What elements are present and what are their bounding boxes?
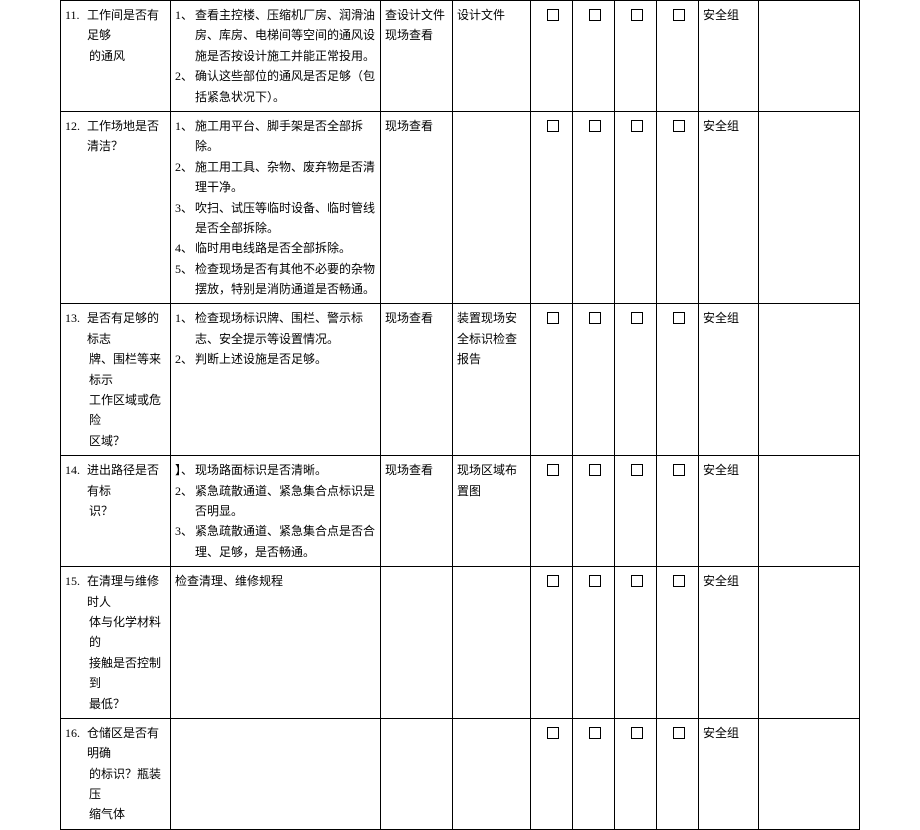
remark-cell bbox=[759, 304, 860, 456]
checkbox-icon[interactable] bbox=[547, 120, 559, 132]
checkbox-cell bbox=[531, 718, 573, 829]
checkbox-icon[interactable] bbox=[673, 9, 685, 21]
checkbox-cell bbox=[657, 1, 699, 112]
checkbox-icon[interactable] bbox=[631, 575, 643, 587]
method-cell: 查设计文件现场查看 bbox=[381, 1, 453, 112]
checkbox-icon[interactable] bbox=[631, 727, 643, 739]
table-body: 11.工作间是否有足够的通风1、查看主控楼、压缩机厂房、润滑油房、库房、电梯间等… bbox=[61, 1, 860, 830]
remark-cell bbox=[759, 567, 860, 719]
checkbox-cell bbox=[615, 111, 657, 304]
method-cell bbox=[381, 718, 453, 829]
responsible-cell: 安全组 bbox=[699, 304, 759, 456]
checkbox-icon[interactable] bbox=[631, 120, 643, 132]
checkbox-icon[interactable] bbox=[673, 575, 685, 587]
reference-cell bbox=[453, 567, 531, 719]
checkbox-icon[interactable] bbox=[547, 464, 559, 476]
checkbox-cell bbox=[573, 304, 615, 456]
checkbox-cell bbox=[615, 304, 657, 456]
method-cell bbox=[381, 567, 453, 719]
checkbox-icon[interactable] bbox=[673, 464, 685, 476]
remark-cell bbox=[759, 1, 860, 112]
checkbox-icon[interactable] bbox=[631, 312, 643, 324]
checkbox-icon[interactable] bbox=[673, 312, 685, 324]
responsible-cell: 安全组 bbox=[699, 718, 759, 829]
checkbox-icon[interactable] bbox=[547, 312, 559, 324]
table-row: 12.工作场地是否清洁？1、施工用平台、脚手架是否全部拆除。2、施工用工具、杂物… bbox=[61, 111, 860, 304]
checkbox-icon[interactable] bbox=[589, 464, 601, 476]
checkbox-cell bbox=[573, 1, 615, 112]
checkbox-icon[interactable] bbox=[589, 9, 601, 21]
checkbox-cell bbox=[573, 567, 615, 719]
checkbox-cell bbox=[573, 718, 615, 829]
checkbox-icon[interactable] bbox=[631, 464, 643, 476]
checkbox-icon[interactable] bbox=[547, 727, 559, 739]
checkbox-icon[interactable] bbox=[547, 9, 559, 21]
checkbox-icon[interactable] bbox=[589, 727, 601, 739]
description-cell: 】、现场路面标识是否清晰。2、紧急疏散通道、紧急集合点标识是否明显。3、紧急疏散… bbox=[171, 456, 381, 567]
method-cell: 现场查看 bbox=[381, 111, 453, 304]
item-title-cell: 15.在清理与维修时人体与化学材料的接触是否控制到最低？ bbox=[61, 567, 171, 719]
description-cell: 1、检查现场标识牌、围栏、警示标志、安全提示等设置情况。2、判断上述设施是否足够… bbox=[171, 304, 381, 456]
inspection-table: 11.工作间是否有足够的通风1、查看主控楼、压缩机厂房、润滑油房、库房、电梯间等… bbox=[60, 0, 860, 830]
description-cell: 1、查看主控楼、压缩机厂房、润滑油房、库房、电梯间等空间的通风设施是否按设计施工… bbox=[171, 1, 381, 112]
checkbox-cell bbox=[657, 111, 699, 304]
table-row: 16.仓储区是否有明确的标识？瓶装压缩气体 安全组 bbox=[61, 718, 860, 829]
checkbox-cell bbox=[615, 456, 657, 567]
checkbox-icon[interactable] bbox=[673, 120, 685, 132]
remark-cell bbox=[759, 456, 860, 567]
description-cell bbox=[171, 718, 381, 829]
method-cell: 现场查看 bbox=[381, 304, 453, 456]
reference-cell: 设计文件 bbox=[453, 1, 531, 112]
table-row: 15.在清理与维修时人体与化学材料的接触是否控制到最低？检查清理、维修规程 安全组 bbox=[61, 567, 860, 719]
remark-cell bbox=[759, 718, 860, 829]
checkbox-cell bbox=[615, 567, 657, 719]
checkbox-cell bbox=[615, 718, 657, 829]
checkbox-cell bbox=[657, 567, 699, 719]
responsible-cell: 安全组 bbox=[699, 1, 759, 112]
description-cell: 检查清理、维修规程 bbox=[171, 567, 381, 719]
checkbox-cell bbox=[531, 111, 573, 304]
item-title-cell: 14.进出路径是否有标识？ bbox=[61, 456, 171, 567]
checkbox-icon[interactable] bbox=[589, 575, 601, 587]
table-row: 11.工作间是否有足够的通风1、查看主控楼、压缩机厂房、润滑油房、库房、电梯间等… bbox=[61, 1, 860, 112]
checkbox-icon[interactable] bbox=[589, 120, 601, 132]
responsible-cell: 安全组 bbox=[699, 111, 759, 304]
checkbox-cell bbox=[531, 304, 573, 456]
item-title-cell: 13.是否有足够的标志牌、围栏等来标示工作区域或危险区域？ bbox=[61, 304, 171, 456]
checkbox-icon[interactable] bbox=[631, 9, 643, 21]
reference-cell bbox=[453, 111, 531, 304]
remark-cell bbox=[759, 111, 860, 304]
checkbox-cell bbox=[657, 718, 699, 829]
checkbox-cell bbox=[573, 111, 615, 304]
table-row: 13.是否有足够的标志牌、围栏等来标示工作区域或危险区域？1、检查现场标识牌、围… bbox=[61, 304, 860, 456]
responsible-cell: 安全组 bbox=[699, 567, 759, 719]
reference-cell: 现场区域布置图 bbox=[453, 456, 531, 567]
item-title-cell: 11.工作间是否有足够的通风 bbox=[61, 1, 171, 112]
responsible-cell: 安全组 bbox=[699, 456, 759, 567]
description-cell: 1、施工用平台、脚手架是否全部拆除。2、施工用工具、杂物、废弃物是否清理干净。3… bbox=[171, 111, 381, 304]
checkbox-cell bbox=[657, 456, 699, 567]
checkbox-cell bbox=[573, 456, 615, 567]
item-title-cell: 12.工作场地是否清洁？ bbox=[61, 111, 171, 304]
checkbox-cell bbox=[531, 456, 573, 567]
method-cell: 现场查看 bbox=[381, 456, 453, 567]
checkbox-cell bbox=[657, 304, 699, 456]
checkbox-icon[interactable] bbox=[673, 727, 685, 739]
checkbox-icon[interactable] bbox=[589, 312, 601, 324]
reference-cell bbox=[453, 718, 531, 829]
checkbox-cell bbox=[615, 1, 657, 112]
checkbox-cell bbox=[531, 567, 573, 719]
checkbox-icon[interactable] bbox=[547, 575, 559, 587]
checkbox-cell bbox=[531, 1, 573, 112]
table-row: 14.进出路径是否有标识？】、现场路面标识是否清晰。2、紧急疏散通道、紧急集合点… bbox=[61, 456, 860, 567]
page-container: 11.工作间是否有足够的通风1、查看主控楼、压缩机厂房、润滑油房、库房、电梯间等… bbox=[0, 0, 920, 651]
reference-cell: 装置现场安全标识检查报告 bbox=[453, 304, 531, 456]
item-title-cell: 16.仓储区是否有明确的标识？瓶装压缩气体 bbox=[61, 718, 171, 829]
